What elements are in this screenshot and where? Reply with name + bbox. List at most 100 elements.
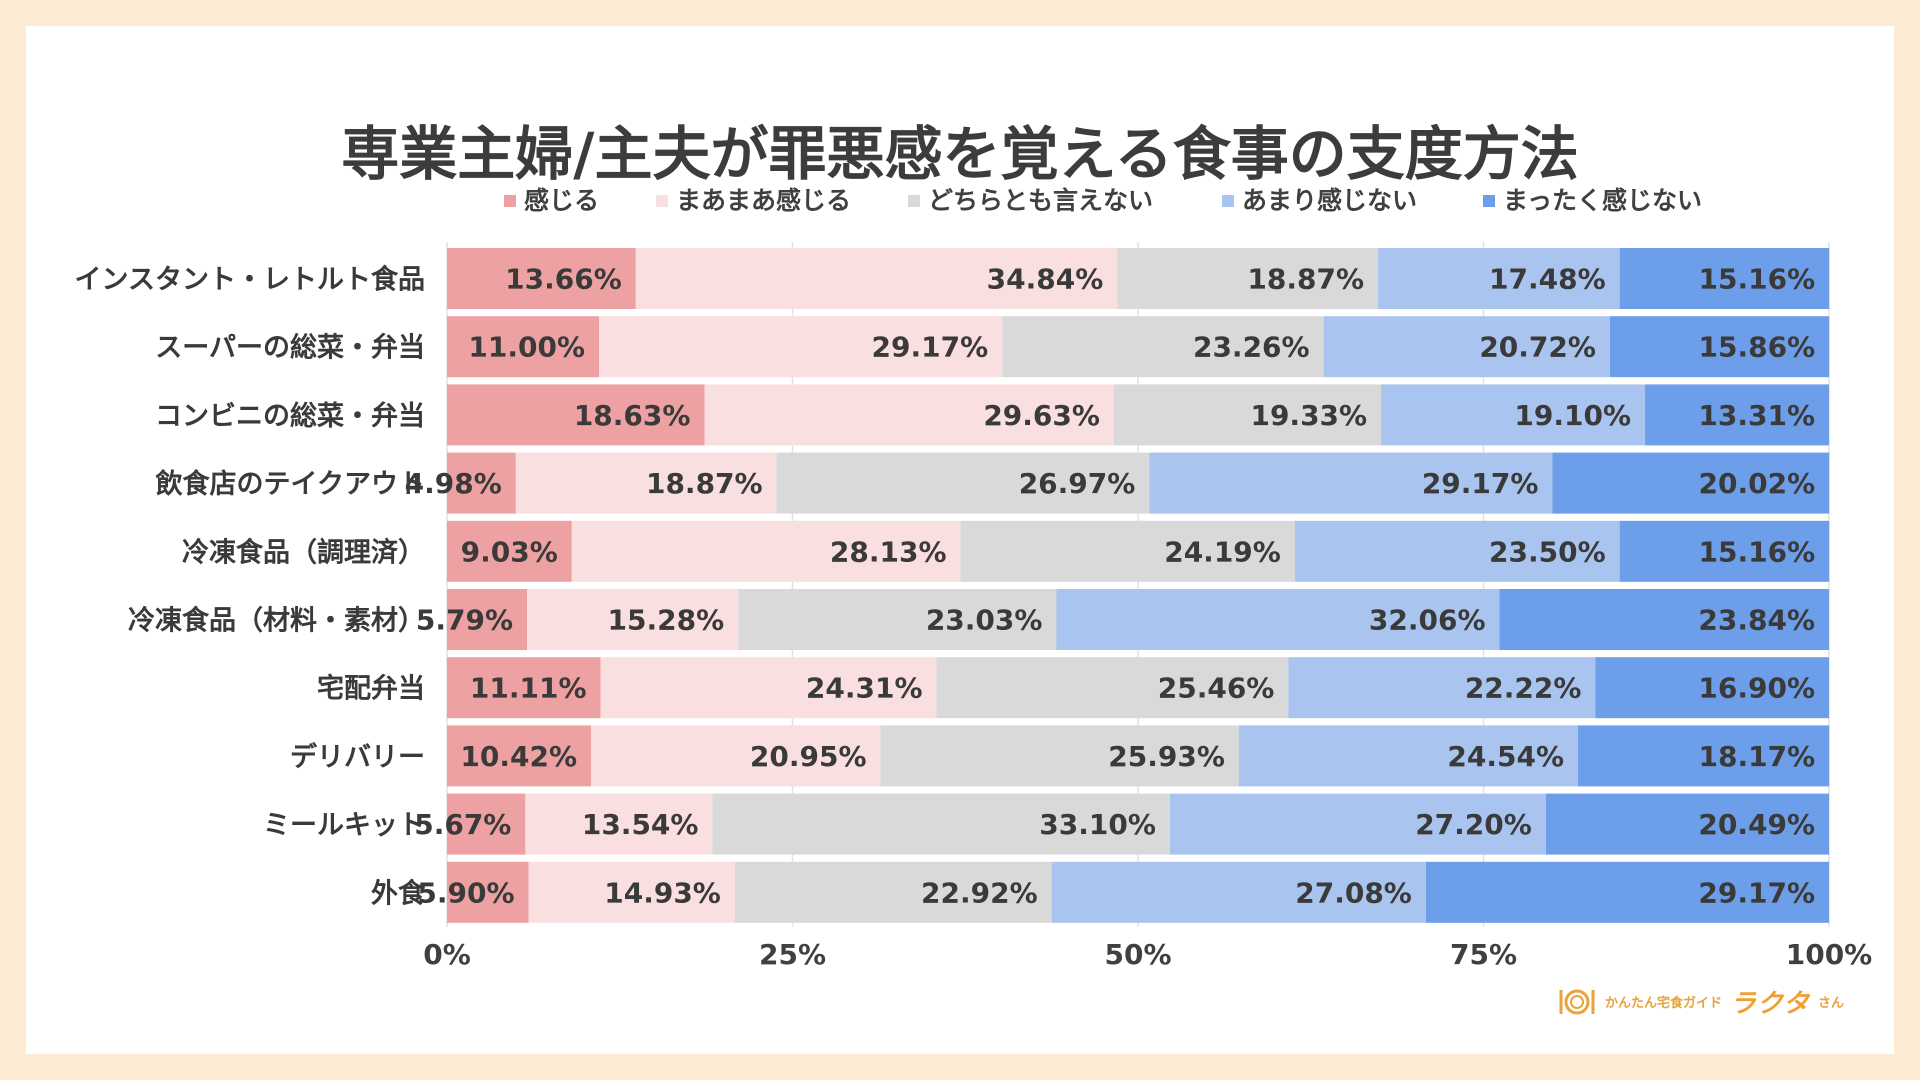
x-tick-label: 75% (1450, 938, 1517, 971)
bar-segment (447, 861, 529, 923)
data-label: 34.84% (987, 263, 1104, 296)
brand-logo: かんたん宅食ガイド ラクタ さん (1557, 983, 1844, 1020)
bar-segment (712, 793, 1170, 855)
bar-segment (704, 384, 1114, 446)
bar-segment (1499, 589, 1829, 650)
data-label: 20.02% (1699, 467, 1816, 500)
data-label: 33.10% (1039, 808, 1156, 841)
x-tick-label: 0% (423, 938, 471, 971)
chart-title: 専業主婦/主夫が罪悪感を覚える食事の支度方法 (341, 120, 1578, 188)
data-label: 23.03% (926, 604, 1043, 637)
bar-row: 5.67% 13.54% 33.10% 27.20% 20.49% (414, 793, 1829, 855)
data-label: 15.16% (1699, 535, 1816, 568)
bar-segment (1238, 725, 1579, 787)
bar-segment (960, 520, 1295, 582)
data-label: 5.67% (414, 808, 511, 841)
data-label: 24.54% (1447, 740, 1564, 773)
bar-segment (635, 248, 1118, 309)
category-label: 冷凍食品（調理済） (182, 536, 425, 568)
data-label: 23.84% (1698, 604, 1815, 637)
x-tick-label: 100% (1786, 938, 1873, 971)
data-label: 13.54% (582, 808, 699, 841)
bar-segment (447, 316, 600, 378)
bar-segment (1117, 248, 1379, 309)
data-label: 23.50% (1489, 535, 1606, 568)
data-label: 22.92% (921, 876, 1038, 909)
data-label: 11.11% (470, 672, 587, 705)
bar-segment (515, 452, 777, 514)
data-label: 4.98% (405, 467, 502, 500)
bar-segment (1578, 725, 1830, 787)
data-label: 14.93% (604, 876, 721, 909)
bar-segment (600, 657, 937, 719)
data-label: 16.90% (1698, 672, 1815, 705)
bar-segment (1425, 861, 1829, 923)
bar-segment (447, 725, 592, 787)
bar-segment (528, 861, 735, 923)
bar-segment (1323, 316, 1610, 378)
bar-row: 5.79% 15.28% 23.03% 32.06% 23.84% (416, 589, 1829, 650)
bar-segment (1169, 793, 1546, 855)
bar-segment (591, 725, 881, 787)
data-label: 29.17% (1698, 876, 1815, 909)
category-label: ミールキット (263, 810, 425, 841)
bar-segment (1288, 657, 1596, 719)
bars: 13.66% 34.84% 18.87% 17.48% 15.16% 11.00% 29.1… (405, 248, 1830, 923)
bar-row: 9.03% 28.13% 24.19% 23.50% 15.16% (447, 520, 1830, 582)
data-label: 25.93% (1108, 740, 1225, 773)
data-label: 27.20% (1415, 808, 1532, 841)
bar-segment (447, 520, 572, 582)
bar-segment (1619, 520, 1830, 582)
brand-subtitle: かんたん宅食ガイド (1605, 996, 1723, 1011)
bar-segment (936, 657, 1289, 719)
bar-segment (1645, 384, 1829, 446)
bar-segment (880, 725, 1239, 787)
legend-swatch (1222, 195, 1234, 207)
bar-segment (525, 793, 713, 855)
bar-segment (447, 452, 516, 514)
legend-label: まったく感じない (1503, 186, 1702, 215)
bar-segment (447, 657, 601, 719)
category-label: コンビニの総菜・弁当 (155, 400, 425, 432)
bar-row: 4.98% 18.87% 26.97% 29.17% 20.02% (405, 452, 1830, 514)
data-label: 26.97% (1019, 467, 1136, 500)
bar-segment (571, 520, 961, 582)
category-label: 飲食店のテイクアウト (155, 468, 425, 500)
legend-label: 感じる (524, 186, 599, 215)
category-label: 宅配弁当 (317, 673, 425, 705)
data-label: 28.13% (830, 535, 947, 568)
data-label: 22.22% (1465, 672, 1582, 705)
bar-segment (1552, 452, 1830, 514)
data-label: 20.95% (750, 740, 867, 773)
bar-segment (447, 248, 636, 309)
bar-segment (738, 589, 1057, 650)
legend-label: どちらとも言えない (928, 186, 1153, 215)
data-label: 18.87% (1247, 263, 1364, 296)
bar-row: 11.00% 29.17% 23.26% 20.72% 15.86% (447, 316, 1830, 378)
x-tick-label: 50% (1104, 938, 1171, 971)
legend-item: どちらとも言えない (908, 186, 1153, 215)
category-label: インスタント・レトルト食品 (75, 264, 425, 296)
bar-segment (1294, 520, 1620, 582)
data-label: 10.42% (460, 740, 577, 773)
data-label: 24.31% (806, 672, 923, 705)
legend-swatch (908, 195, 920, 207)
legend-swatch (504, 195, 516, 207)
data-label: 9.03% (461, 535, 558, 568)
data-label: 5.79% (416, 604, 513, 637)
legend-label: あまり感じない (1242, 186, 1417, 215)
bar-segment (1149, 452, 1553, 514)
bar-segment (1113, 384, 1382, 446)
data-label: 29.17% (872, 331, 989, 364)
category-label: 外食 (371, 877, 426, 909)
x-axis-ticks: 0% 25% 50% 75% 100% (423, 938, 1872, 971)
bar-segment (447, 793, 526, 855)
legend: 感じる まあまあ感じる どちらとも言えない あまり感じない まったく感じない (504, 186, 1702, 215)
bar-segment (1002, 316, 1324, 378)
data-label: 24.19% (1164, 535, 1281, 568)
bar-row: 5.90% 14.93% 22.92% 27.08% 29.17% (417, 861, 1829, 923)
bar-segment (527, 589, 739, 650)
bar-segment (1609, 316, 1830, 378)
category-label: デリバリー (290, 741, 425, 773)
data-label: 23.26% (1193, 331, 1310, 364)
